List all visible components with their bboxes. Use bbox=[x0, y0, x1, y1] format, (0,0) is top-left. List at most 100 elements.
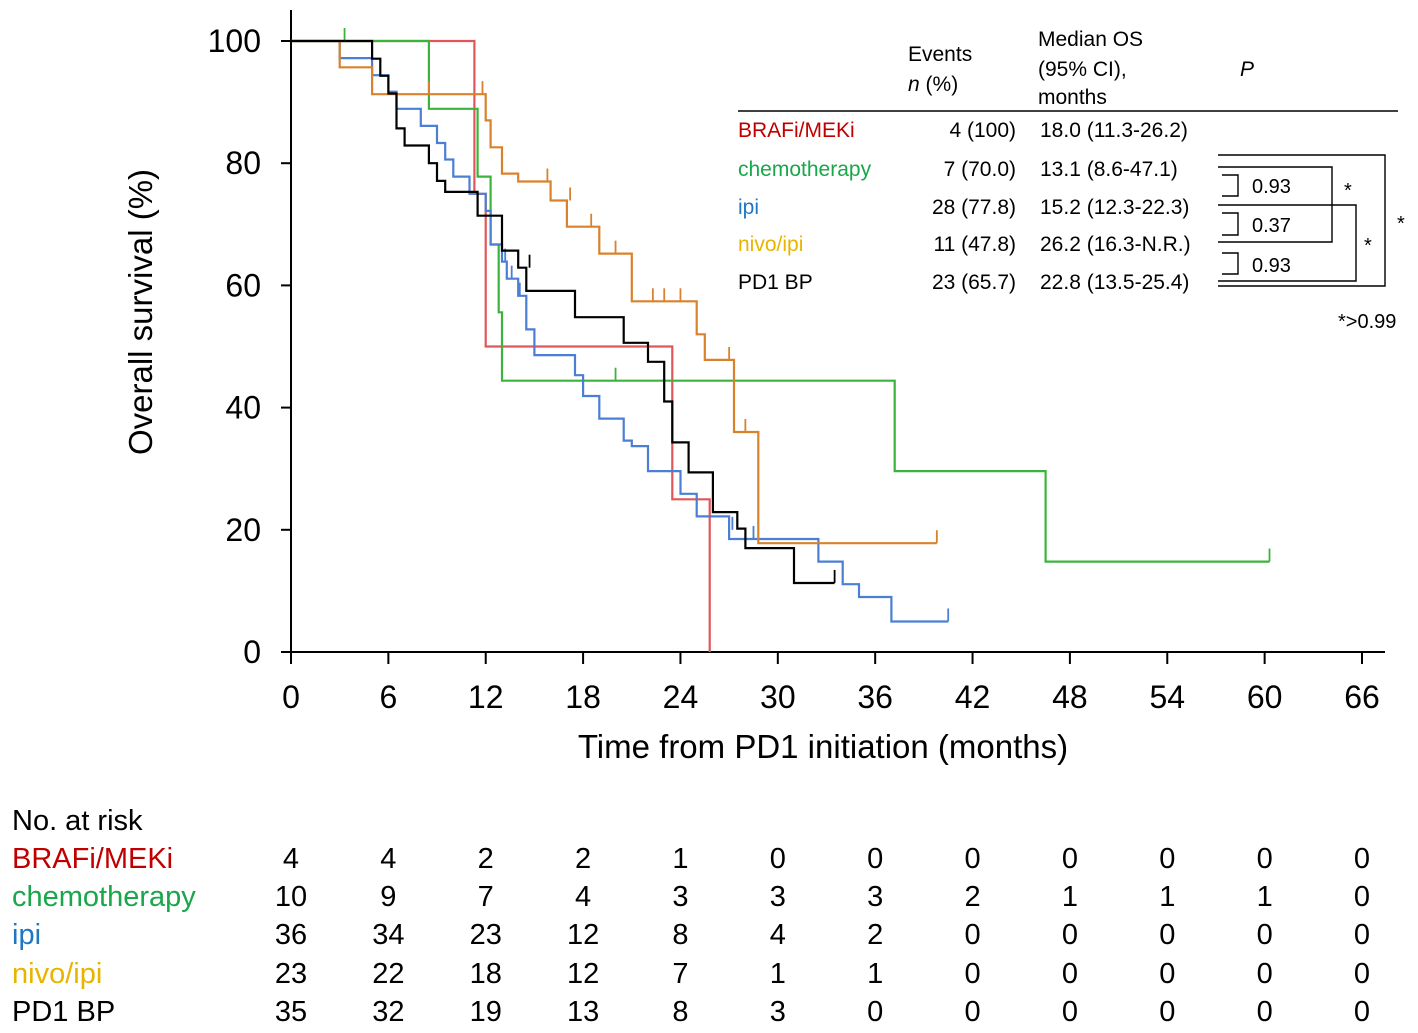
x-tick-label: 54 bbox=[1149, 679, 1185, 715]
risk-count: 3 bbox=[867, 881, 883, 913]
risk-count: 2 bbox=[867, 919, 883, 951]
legend-group-label: chemotherapy bbox=[738, 158, 872, 181]
risk-group-label: nivo/ipi bbox=[12, 958, 102, 990]
legend-group-label: ipi bbox=[738, 196, 759, 219]
p-ipi-pd1bp: * bbox=[1364, 235, 1372, 257]
x-tick-label: 30 bbox=[760, 679, 796, 715]
risk-count: 0 bbox=[867, 996, 883, 1028]
risk-count: 35 bbox=[275, 996, 307, 1028]
legend-header-events: Events bbox=[908, 43, 972, 66]
x-tick-label: 18 bbox=[565, 679, 601, 715]
risk-count: 2 bbox=[478, 843, 494, 875]
legend-events: 11 (47.8) bbox=[934, 233, 1017, 256]
legend-header-median-2: (95% CI), bbox=[1038, 58, 1127, 81]
y-tick-label: 100 bbox=[208, 23, 261, 59]
risk-count: 4 bbox=[283, 843, 299, 875]
survival-curves bbox=[291, 28, 1271, 652]
risk-count: 3 bbox=[770, 996, 786, 1028]
axes: 0 20 40 60 80 100 0 6 12 18 24 30 36 42 48 54 60 66 Time f… bbox=[122, 10, 1385, 765]
risk-count: 0 bbox=[1159, 958, 1175, 990]
x-tick-label: 66 bbox=[1344, 679, 1380, 715]
risk-count: 4 bbox=[380, 843, 396, 875]
bracket-chemo-ipi bbox=[1222, 174, 1239, 197]
curve-nivo/ipi bbox=[291, 39, 937, 545]
curve-PD1 BP bbox=[291, 39, 835, 585]
y-tick-label: 60 bbox=[225, 267, 261, 303]
legend-group-label: PD1 BP bbox=[738, 271, 813, 294]
risk-count: 10 bbox=[275, 881, 307, 913]
risk-count: 0 bbox=[1062, 958, 1078, 990]
risk-count: 0 bbox=[1159, 919, 1175, 951]
bracket-ipi-pd1bp bbox=[1218, 204, 1357, 282]
risk-count: 1 bbox=[770, 958, 786, 990]
risk-count: 0 bbox=[867, 843, 883, 875]
x-tick-label: 0 bbox=[282, 679, 300, 715]
risk-count: 0 bbox=[1354, 996, 1370, 1028]
risk-count: 0 bbox=[964, 919, 980, 951]
risk-count: 12 bbox=[567, 919, 599, 951]
legend-header-p: P bbox=[1240, 58, 1254, 81]
risk-group-label: chemotherapy bbox=[12, 881, 196, 913]
risk-count: 18 bbox=[470, 958, 502, 990]
curve-ipi bbox=[291, 39, 949, 623]
risk-count: 22 bbox=[372, 958, 404, 990]
legend-events: 4 (100) bbox=[949, 119, 1016, 142]
risk-count: 32 bbox=[372, 996, 404, 1028]
risk-count: 34 bbox=[372, 919, 404, 951]
x-tick-label: 60 bbox=[1247, 679, 1283, 715]
risk-count: 1 bbox=[1257, 881, 1273, 913]
risk-count: 7 bbox=[478, 881, 494, 913]
risk-count: 0 bbox=[1354, 843, 1370, 875]
y-tick-label: 20 bbox=[225, 512, 261, 548]
x-axis-title: Time from PD1 initiation (months) bbox=[578, 728, 1068, 765]
risk-count: 0 bbox=[1257, 843, 1273, 875]
risk-group-label: BRAFi/MEKi bbox=[12, 843, 173, 875]
legend-events: 28 (77.8) bbox=[932, 196, 1016, 219]
risk-count: 0 bbox=[770, 843, 786, 875]
risk-count: 0 bbox=[1257, 919, 1273, 951]
risk-count: 0 bbox=[964, 958, 980, 990]
risk-count: 0 bbox=[1354, 881, 1370, 913]
risk-count: 0 bbox=[1062, 919, 1078, 951]
risk-count: 36 bbox=[275, 919, 307, 951]
risk-count: 0 bbox=[1159, 996, 1175, 1028]
risk-count: 0 bbox=[1257, 958, 1273, 990]
risk-count: 1 bbox=[1062, 881, 1078, 913]
risk-count: 0 bbox=[964, 843, 980, 875]
risk-count: 0 bbox=[1257, 996, 1273, 1028]
risk-count: 3 bbox=[672, 881, 688, 913]
curve-BRAFi/MEKi bbox=[291, 39, 711, 652]
legend-group-label: BRAFi/MEKi bbox=[738, 119, 855, 142]
x-tick-label: 42 bbox=[955, 679, 991, 715]
p-ipi-nivoipi: 0.37 bbox=[1252, 215, 1291, 237]
legend-group-label: nivo/ipi bbox=[738, 233, 803, 256]
bracket-ipi-nivoipi bbox=[1222, 212, 1239, 236]
risk-count: 23 bbox=[275, 958, 307, 990]
risk-group-label: PD1 BP bbox=[12, 996, 115, 1028]
legend-median: 22.8 (13.5-25.4) bbox=[1040, 271, 1189, 294]
legend-events: 23 (65.7) bbox=[932, 271, 1016, 294]
legend-header-n: n (%) bbox=[908, 73, 958, 96]
risk-count: 1 bbox=[867, 958, 883, 990]
x-tick-label: 12 bbox=[468, 679, 504, 715]
p-chemo-pd1bp: * bbox=[1397, 213, 1405, 235]
risk-count: 8 bbox=[672, 996, 688, 1028]
p-footnote: *>0.99 bbox=[1338, 311, 1396, 333]
x-tick-label: 36 bbox=[857, 679, 893, 715]
legend-events: 7 (70.0) bbox=[944, 158, 1016, 181]
p-chemo-nivoipi: * bbox=[1344, 180, 1352, 202]
risk-count: 0 bbox=[1159, 843, 1175, 875]
legend-median: 18.0 (11.3-26.2) bbox=[1040, 119, 1188, 142]
risk-count: 0 bbox=[1062, 996, 1078, 1028]
x-tick-label: 48 bbox=[1052, 679, 1088, 715]
risk-count: 0 bbox=[1354, 958, 1370, 990]
risk-table-title: No. at risk bbox=[12, 805, 143, 837]
curve-chemotherapy bbox=[291, 39, 1270, 563]
risk-count: 8 bbox=[672, 919, 688, 951]
legend-median: 15.2 (12.3-22.3) bbox=[1040, 196, 1189, 219]
legend-header-median-3: months bbox=[1038, 86, 1107, 109]
legend-median: 26.2 (16.3-N.R.) bbox=[1040, 233, 1191, 256]
risk-count: 2 bbox=[964, 881, 980, 913]
